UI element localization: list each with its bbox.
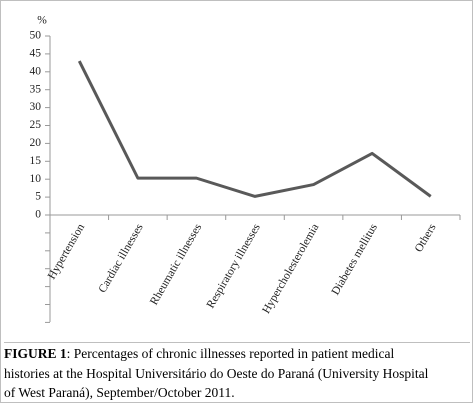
x-tick-label: Others	[413, 221, 439, 254]
caption-label: FIGURE 1	[4, 346, 67, 361]
caption-line: histories at the Hospital Universitário …	[4, 365, 429, 381]
x-tick-label: Cardiac illnesses	[97, 221, 146, 295]
x-tick-label: Respiratory illnesses	[205, 221, 263, 310]
caption-line: of West Paraná), September/October 2011.	[4, 385, 235, 400]
y-tick-label: 20	[30, 137, 42, 149]
y-tick-label: 50	[30, 30, 42, 42]
caption-text: : Percentages of chronic illnesses repor…	[66, 346, 395, 361]
y-tick-label: 25	[30, 119, 42, 131]
x-tick-label: Hypertension	[46, 222, 87, 282]
x-tick-label: Diabetes mellitus	[330, 221, 381, 297]
y-tick-label: 30	[30, 101, 42, 113]
x-tick-label: Rheumatic illnesses	[148, 221, 204, 307]
y-tick-label: 45	[30, 48, 42, 60]
line	[77, 60, 432, 198]
y-tick-label: 0	[35, 209, 41, 221]
y-axis-label: %	[37, 15, 47, 27]
caption: FIGURE 1: Percentages of chronic illness…	[4, 342, 470, 403]
caption-line: FIGURE 1: Percentages of chronic illness…	[4, 344, 470, 364]
y-tick-label: 10	[30, 173, 42, 185]
y-tick-label: 35	[30, 83, 42, 95]
x-tick-label: Hypercholesterolemia	[260, 222, 321, 316]
y-tick-label: 5	[35, 191, 41, 203]
y-tick-label: 15	[30, 155, 42, 167]
chart: % 0 5 10 15 20 25 30 35 40 45 50 Hypertension Cardia…	[30, 15, 461, 323]
y-tick-label: 40	[30, 65, 42, 77]
